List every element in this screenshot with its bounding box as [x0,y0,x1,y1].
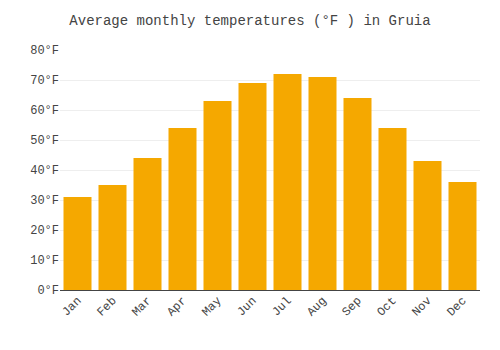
svg-text:Oct: Oct [374,294,399,319]
svg-text:Aug: Aug [304,294,329,319]
svg-text:50°F: 50°F [30,134,59,148]
svg-text:Jun: Jun [234,294,259,319]
svg-text:70°F: 70°F [30,74,59,88]
svg-text:20°F: 20°F [30,224,59,238]
svg-text:60°F: 60°F [30,104,59,118]
svg-text:Dec: Dec [444,294,469,319]
svg-text:Apr: Apr [164,294,189,319]
svg-text:Nov: Nov [409,294,434,319]
svg-text:40°F: 40°F [30,164,59,178]
svg-text:0°F: 0°F [37,284,59,298]
svg-text:Sep: Sep [339,294,364,319]
svg-text:30°F: 30°F [30,194,59,208]
svg-text:Jul: Jul [269,294,294,319]
svg-text:Feb: Feb [94,294,119,319]
svg-text:Average monthly temperatures (: Average monthly temperatures (°F ) in Gr… [69,13,430,29]
svg-text:Jan: Jan [59,294,84,319]
svg-text:Mar: Mar [129,294,154,319]
svg-text:80°F: 80°F [30,44,59,58]
svg-text:May: May [199,294,224,319]
svg-text:10°F: 10°F [30,254,59,268]
